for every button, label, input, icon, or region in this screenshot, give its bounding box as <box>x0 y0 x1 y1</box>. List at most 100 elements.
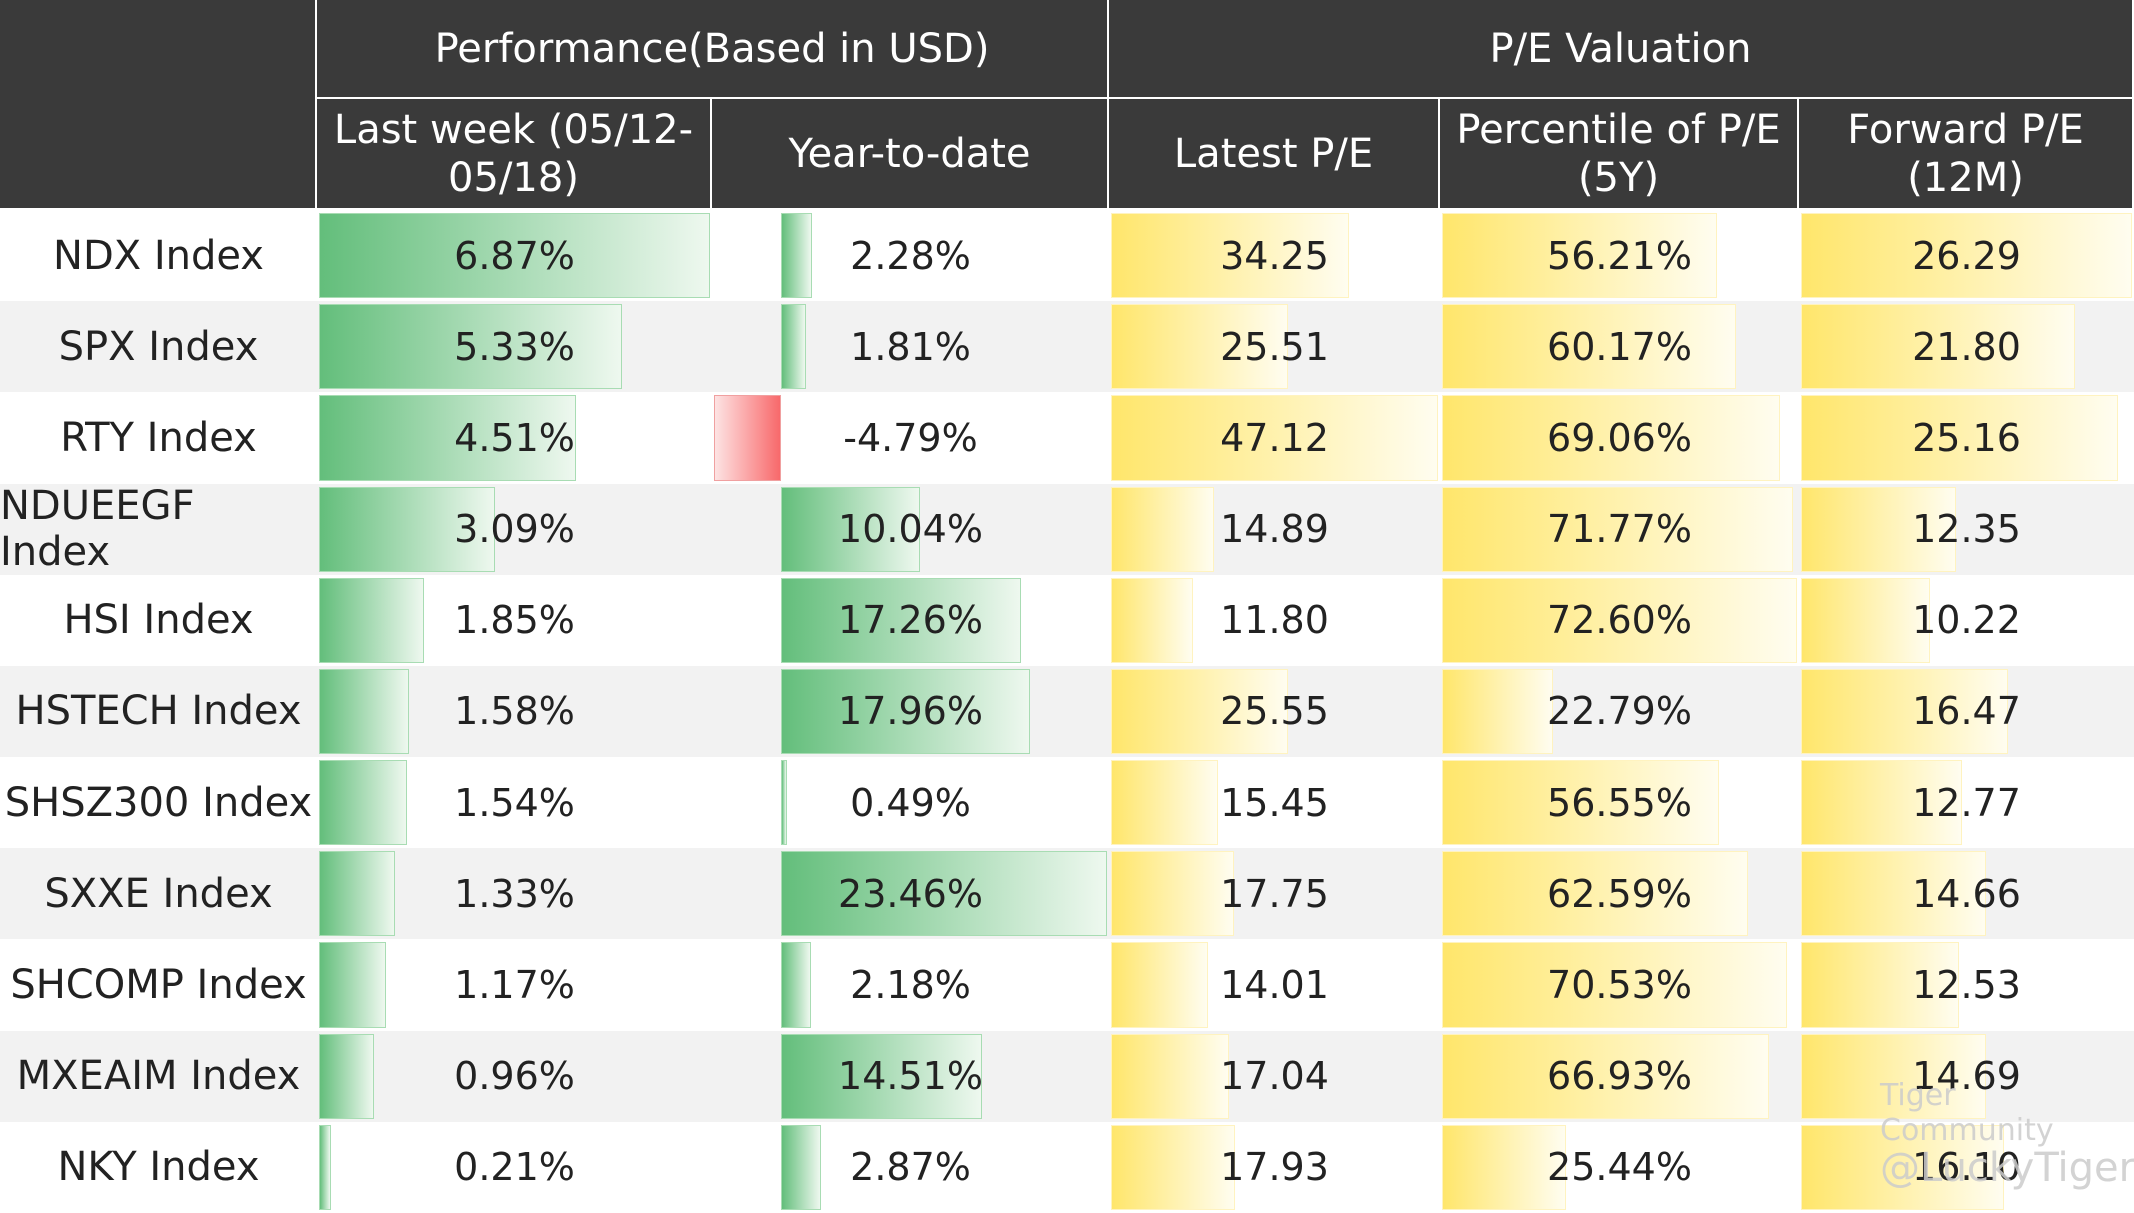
data-bar <box>319 395 576 481</box>
data-bar <box>319 851 395 937</box>
data-bar <box>319 942 386 1028</box>
cell-value: 56.55% <box>1547 780 1692 825</box>
data-bar <box>319 213 710 299</box>
cell-value: 0.96% <box>454 1054 575 1099</box>
cell-value: 10.22 <box>1912 598 2021 643</box>
data-bar <box>780 577 1021 663</box>
cell-value: 14.01 <box>1220 963 1329 1008</box>
cell-value: 2.18% <box>850 963 971 1008</box>
cell-value: 14.69 <box>1912 1054 2021 1099</box>
row-label: HSI Index <box>63 597 254 644</box>
cell-value: 2.28% <box>850 233 971 278</box>
data-bar <box>780 760 788 846</box>
data-bar <box>1111 213 1349 299</box>
cell-value: 22.79% <box>1547 689 1692 734</box>
row-label: SHCOMP Index <box>10 962 307 1009</box>
cell-value: 21.80 <box>1912 324 2021 369</box>
row-label: NKY Index <box>57 1144 260 1191</box>
data-bar <box>1111 942 1209 1028</box>
data-bar <box>1801 213 2132 299</box>
cell-value: 15.45 <box>1220 780 1329 825</box>
data-bar <box>319 486 495 572</box>
data-bar <box>780 1124 821 1210</box>
data-bar <box>780 213 813 299</box>
cell-value: 17.93 <box>1220 1145 1329 1190</box>
data-bar <box>319 1033 374 1119</box>
cell-value: 26.29 <box>1912 233 2021 278</box>
cell-value: 10.04% <box>838 507 983 552</box>
cell-value: 0.21% <box>454 1145 575 1190</box>
data-bar <box>1442 942 1787 1028</box>
cell-value: 3.09% <box>454 507 575 552</box>
cell-value: 34.25 <box>1220 233 1329 278</box>
data-bar <box>780 668 1031 755</box>
data-bar <box>319 668 409 755</box>
cell-value: 17.26% <box>838 598 983 643</box>
data-bar <box>714 395 781 481</box>
data-bar <box>1442 851 1749 937</box>
cell-value: 2.87% <box>850 1145 971 1190</box>
data-bar <box>1111 851 1235 937</box>
cell-value: 16.10 <box>1912 1145 2021 1190</box>
data-bar <box>1801 304 2076 390</box>
cell-value: 16.47 <box>1912 689 2021 734</box>
data-bar <box>1111 668 1289 755</box>
cell-value: 62.59% <box>1547 871 1692 916</box>
data-bar <box>780 942 811 1028</box>
cell-value: 25.16 <box>1912 415 2021 460</box>
data-bar <box>1111 577 1193 663</box>
corner-header <box>0 0 317 210</box>
data-bar <box>1801 577 1930 663</box>
data-bar <box>1801 851 1986 937</box>
data-bar <box>1442 486 1793 572</box>
data-bar <box>1801 395 2118 481</box>
cell-value: 12.53 <box>1912 963 2021 1008</box>
cell-value: 25.44% <box>1547 1145 1692 1190</box>
row-label: RTY Index <box>60 414 257 461</box>
cell-value: 1.54% <box>454 780 575 825</box>
data-bar <box>780 486 921 572</box>
data-bar <box>319 577 425 663</box>
group-header: Performance(Based in USD) <box>317 0 1109 99</box>
row-label: NDX Index <box>53 232 264 279</box>
data-bar <box>780 851 1107 937</box>
cell-value: 70.53% <box>1547 963 1692 1008</box>
cell-value: 56.21% <box>1547 233 1692 278</box>
cell-value: 1.17% <box>454 963 575 1008</box>
cell-value: 17.75 <box>1220 871 1329 916</box>
data-bar <box>319 1124 331 1210</box>
row-label: MXEAIM Index <box>16 1053 301 1100</box>
data-bar <box>1801 486 1957 572</box>
data-bar <box>1111 1033 1230 1119</box>
data-bar <box>1442 577 1797 663</box>
data-bar <box>1442 760 1719 846</box>
cell-value: 1.81% <box>850 324 971 369</box>
data-bar <box>1442 304 1737 390</box>
cell-value: 6.87% <box>454 233 575 278</box>
cell-value: 23.46% <box>838 871 983 916</box>
data-bar <box>1111 304 1289 390</box>
data-bar <box>1442 395 1780 481</box>
column-header: Year-to-date <box>712 99 1109 210</box>
data-bar <box>1801 1124 2004 1210</box>
cell-value: 1.58% <box>454 689 575 734</box>
data-bar <box>1801 942 1959 1028</box>
data-bar <box>1111 760 1219 846</box>
cell-value: 69.06% <box>1547 415 1692 460</box>
row-label: SHSZ300 Index <box>4 779 313 826</box>
cell-value: 66.93% <box>1547 1054 1692 1099</box>
cell-value: 14.66 <box>1912 871 2021 916</box>
column-header: Percentile of P/E (5Y) <box>1440 99 1799 210</box>
group-header: P/E Valuation <box>1109 0 2134 99</box>
column-header: Latest P/E <box>1109 99 1440 210</box>
cell-value: -4.79% <box>843 415 978 460</box>
row-label: HSTECH Index <box>15 688 302 735</box>
data-bar <box>1442 1033 1770 1119</box>
data-bar <box>319 304 623 390</box>
cell-value: 14.51% <box>838 1054 983 1099</box>
data-bar <box>1801 1033 1986 1119</box>
data-bar <box>1801 760 1962 846</box>
cell-value: 4.51% <box>454 415 575 460</box>
watermark: @LuckyTiger <box>1880 1145 2134 1191</box>
